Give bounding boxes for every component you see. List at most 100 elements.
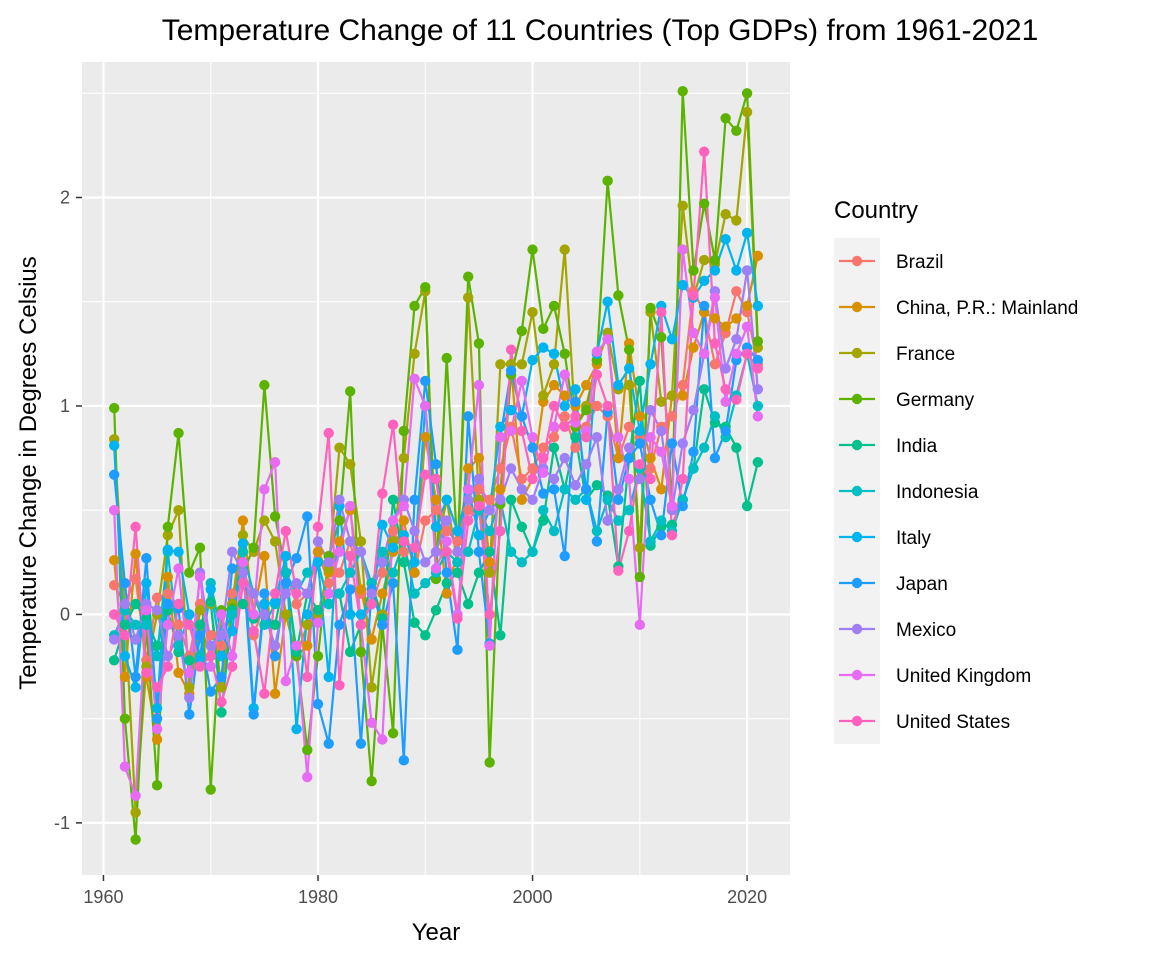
legend-item-china-p-r-mainland: China, P.R.: Mainland	[834, 284, 1078, 330]
data-point-united-states	[538, 452, 549, 464]
data-point-germany	[462, 271, 474, 282]
data-point-germany	[312, 650, 324, 662]
data-point-germany	[527, 244, 538, 255]
data-point-indonesia	[505, 546, 517, 558]
data-point-china-p-r-mainland	[709, 313, 721, 324]
data-point-united-states	[752, 363, 764, 374]
data-point-united-kingdom	[752, 411, 764, 422]
data-point-india	[591, 479, 603, 491]
data-point-mexico	[688, 404, 699, 416]
data-point-mexico	[462, 494, 474, 505]
data-point-china-p-r-mainland	[656, 484, 667, 495]
data-point-united-kingdom	[430, 563, 442, 574]
data-point-united-kingdom	[677, 244, 688, 255]
data-point-united-states	[527, 473, 538, 485]
data-point-mexico	[269, 640, 281, 651]
data-point-mexico	[409, 525, 420, 537]
data-point-brazil	[645, 463, 656, 474]
data-point-japan	[634, 438, 646, 449]
data-point-italy	[430, 521, 442, 533]
data-point-united-states	[698, 146, 710, 157]
data-point-united-states	[312, 521, 324, 533]
data-point-japan	[302, 511, 313, 522]
data-point-japan	[527, 442, 538, 453]
data-point-china-p-r-mainland	[516, 494, 528, 505]
data-point-brazil	[130, 573, 141, 585]
data-point-mexico	[420, 557, 431, 568]
data-point-italy	[387, 542, 399, 553]
data-point-united-kingdom	[613, 432, 624, 443]
data-point-germany	[398, 425, 410, 437]
data-point-italy	[151, 703, 163, 714]
legend-key-point	[851, 669, 863, 681]
data-point-brazil	[527, 463, 538, 474]
data-point-united-kingdom	[645, 432, 656, 443]
data-point-italy	[108, 440, 120, 451]
data-point-italy	[527, 354, 538, 366]
data-point-united-states	[387, 419, 399, 430]
legend-key-point	[851, 347, 863, 359]
data-point-japan	[248, 709, 259, 720]
data-point-india	[119, 619, 131, 631]
data-point-united-states	[656, 306, 667, 318]
data-point-italy	[559, 400, 570, 412]
data-point-brazil	[151, 592, 163, 603]
x-tick-label: 1960	[83, 887, 123, 907]
data-point-mexico	[130, 634, 141, 645]
data-point-france	[409, 348, 420, 360]
data-point-germany	[302, 744, 313, 756]
data-point-united-kingdom	[559, 369, 570, 380]
data-point-united-kingdom	[280, 675, 292, 687]
data-point-italy	[205, 584, 216, 595]
legend-item-united-states: United States	[834, 698, 1010, 744]
data-point-united-states	[259, 688, 270, 699]
data-point-united-states	[130, 521, 141, 533]
data-point-india	[216, 707, 227, 718]
data-point-japan	[462, 411, 474, 422]
data-point-france	[495, 359, 506, 370]
legend-item-brazil: Brazil	[834, 238, 944, 284]
data-point-japan	[108, 469, 120, 480]
data-point-japan	[409, 494, 420, 505]
data-point-united-kingdom	[312, 617, 324, 628]
data-point-united-states	[248, 625, 259, 637]
data-point-united-states	[548, 400, 560, 412]
data-point-mexico	[613, 484, 624, 495]
data-point-united-kingdom	[516, 375, 528, 387]
data-point-italy	[312, 557, 324, 568]
data-point-indonesia	[698, 442, 710, 453]
y-tick-label: -1	[54, 813, 70, 833]
data-point-united-states	[580, 432, 592, 443]
data-point-united-kingdom	[119, 761, 131, 772]
data-point-mexico	[645, 404, 656, 416]
data-point-france	[623, 379, 635, 391]
data-point-mexico	[752, 384, 764, 395]
legend-key-point	[851, 623, 863, 635]
data-point-italy	[634, 425, 646, 437]
data-point-indonesia	[173, 640, 184, 651]
data-point-indonesia	[409, 588, 420, 599]
data-point-united-states	[194, 661, 206, 672]
data-point-germany	[119, 713, 131, 724]
y-tick-label: 0	[60, 604, 70, 624]
data-point-united-kingdom	[495, 432, 506, 443]
data-point-germany	[259, 379, 270, 391]
legend: Country Brazil China, P.R.: Mainland Franc…	[834, 197, 1078, 744]
data-point-japan	[280, 577, 292, 589]
data-point-germany	[355, 646, 367, 658]
legend-key-point	[851, 577, 863, 589]
data-point-united-states	[280, 525, 292, 537]
data-point-italy	[355, 609, 367, 620]
legend-key-point	[851, 301, 863, 313]
data-point-mexico	[527, 494, 538, 505]
data-point-united-states	[559, 421, 570, 433]
data-point-china-p-r-mainland	[548, 379, 560, 391]
data-point-japan	[398, 755, 410, 766]
data-point-germany	[709, 254, 721, 266]
data-point-mexico	[634, 473, 646, 485]
data-point-japan	[516, 411, 528, 422]
data-point-indonesia	[387, 567, 399, 578]
data-point-brazil	[387, 525, 399, 537]
data-point-united-states	[591, 369, 603, 380]
data-point-italy	[344, 609, 356, 620]
